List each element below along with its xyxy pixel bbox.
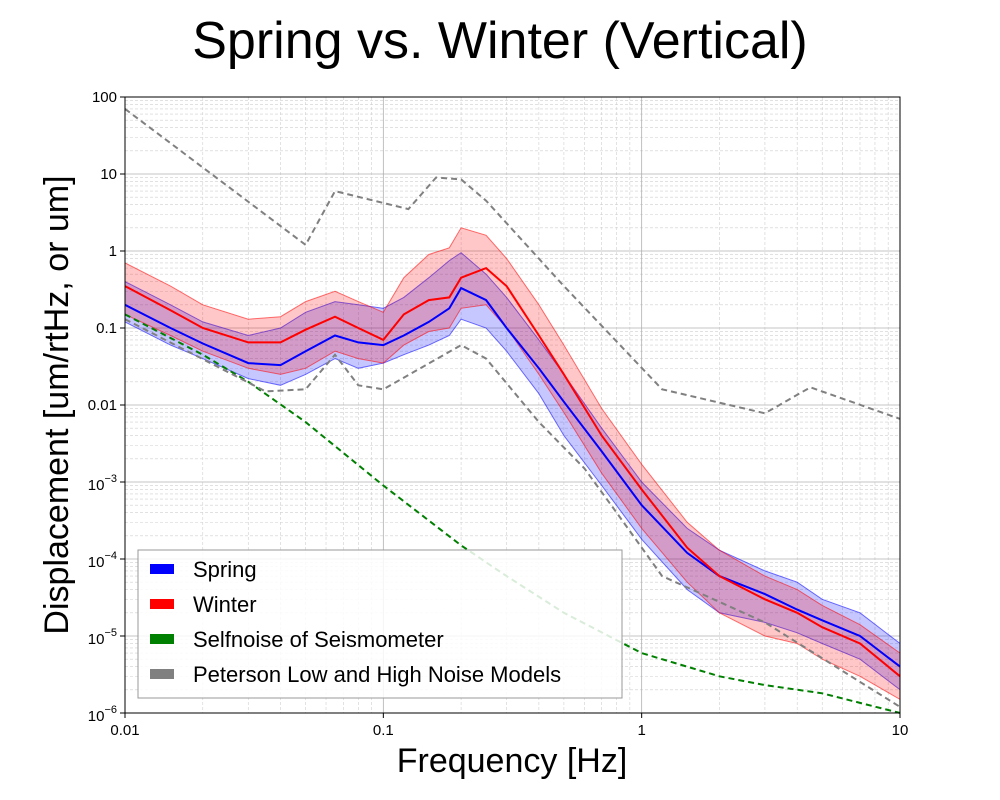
x-axis-label: Frequency [Hz] — [397, 742, 628, 780]
x-tick-label: 1 — [637, 722, 645, 739]
x-tick-label: 10 — [892, 722, 909, 739]
dashed-line-dashed-0 — [124, 108, 901, 420]
y-axis-ticks: 10−6 10−5 10−4 10−3 0.01 0.1 1 10 100 — [88, 89, 125, 725]
y-axis-label: Displacement [um/rtHz, or um] — [38, 175, 76, 634]
x-axis-ticks: 0.01 0.1 1 10 — [110, 713, 908, 739]
x-tick-label: 0.01 — [110, 722, 139, 739]
legend: Spring Winter Selfnoise of Seismometer Pete… — [137, 549, 623, 699]
legend-swatch — [150, 634, 174, 644]
median-line-spring — [124, 286, 901, 668]
legend-label: Spring — [193, 557, 257, 582]
y-tick-label: 1 — [109, 243, 117, 260]
legend-swatch — [150, 599, 174, 609]
chart-title: Spring vs. Winter (Vertical) — [192, 12, 808, 70]
y-tick-label: 10−3 — [88, 473, 117, 494]
y-tick-label: 10 — [100, 166, 117, 183]
median-line-winter — [124, 266, 901, 678]
legend-label: Selfnoise of Seismometer — [193, 627, 444, 652]
legend-label: Peterson Low and High Noise Models — [193, 662, 561, 687]
y-tick-label: 10−4 — [88, 550, 117, 571]
legend-label: Winter — [193, 592, 257, 617]
legend-swatch — [150, 669, 174, 679]
y-tick-label: 0.1 — [96, 320, 117, 337]
legend-swatch — [150, 564, 174, 574]
legend-box — [137, 549, 623, 699]
dashed-line-dashed-1 — [124, 318, 901, 708]
y-tick-label: 10−6 — [88, 704, 117, 725]
y-tick-label: 100 — [92, 89, 117, 106]
y-tick-label: 10−5 — [88, 627, 117, 648]
y-tick-label: 0.01 — [88, 397, 117, 414]
x-tick-label: 0.1 — [373, 722, 394, 739]
